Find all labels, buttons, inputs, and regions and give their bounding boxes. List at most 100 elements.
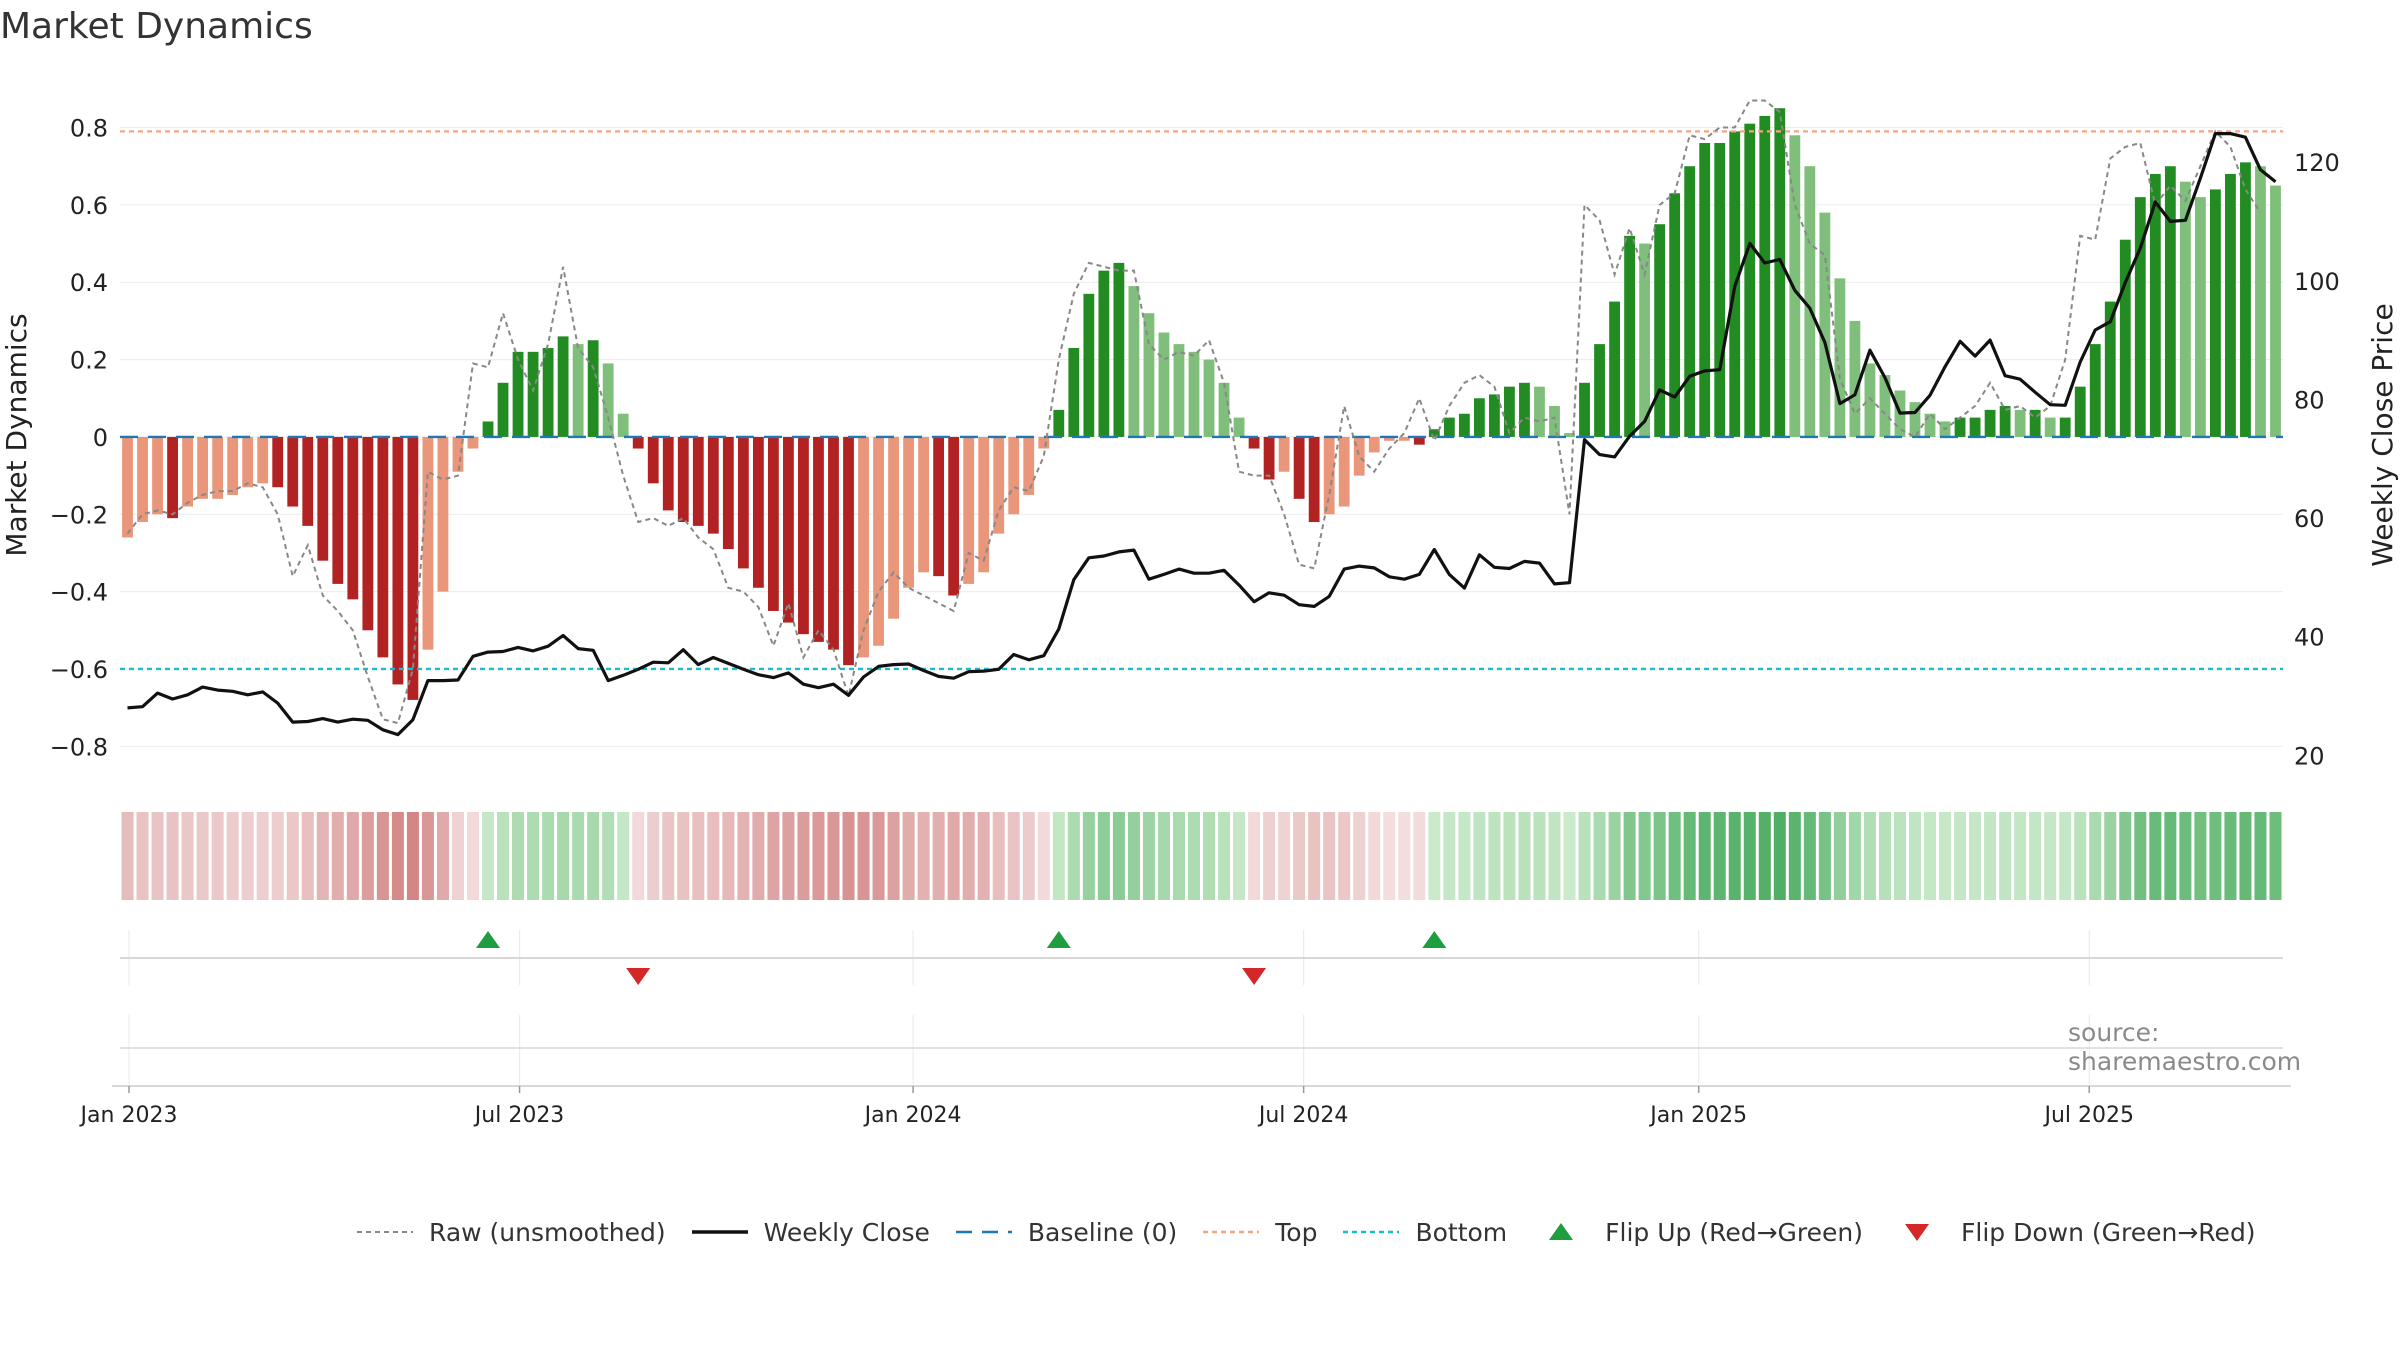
dynamics-bar [407,436,419,700]
heat-cell [1278,812,1291,900]
dynamics-bar [467,436,479,449]
legend-label: Top [1275,1217,1318,1247]
heat-cell [1308,812,1321,900]
dynamics-bar [1278,436,1290,472]
heat-cell [211,812,224,900]
dynamics-bar [1158,332,1170,437]
heat-cell [1248,812,1261,900]
heat-cell [1488,812,1501,900]
dynamics-bar [2255,166,2266,437]
heat-cell [1668,812,1681,900]
dynamics-bar [843,436,854,666]
heat-cell [166,812,179,900]
legend-label: Raw (unsmoothed) [429,1217,666,1247]
dynamics-bar [948,436,960,596]
heat-cell [1638,812,1651,900]
heat-cell [917,812,930,900]
close-legend-swatch [691,1230,748,1234]
dynamics-bar [1579,382,1590,437]
y2-tick-label: 20 [2294,742,2325,770]
y2-tick-label: 120 [2294,149,2340,177]
dynamics-bar [1293,436,1305,499]
heat-cell [2209,812,2222,900]
heat-cell [1067,812,1080,900]
x-tick-label: Jul 2024 [1257,1103,1349,1128]
baseline-legend-swatch [955,1230,1012,1234]
heat-cell [752,812,765,900]
heat-cell [1443,812,1456,900]
dynamics-bar [1143,313,1155,437]
dynamics-bar [2044,417,2056,437]
heat-cell [2029,812,2042,900]
dynamics-bar [227,436,239,495]
heat-cell [1383,812,1396,900]
legend-label: Baseline (0) [1027,1217,1178,1247]
heat-cell [1939,812,1952,900]
heat-cell [1187,812,1200,900]
dynamics-bar [1984,409,1996,437]
dynamics-bar [1338,436,1350,507]
heat-cell [1142,812,1155,900]
heat-cell [1007,812,1020,900]
heat-cell [947,812,960,900]
heat-cell [1097,812,1110,900]
dynamics-bar [647,436,659,484]
dynamics-bar [768,436,779,611]
dynamics-bar [572,344,584,437]
dynamics-bar [1308,436,1320,523]
heat-cell [1473,812,1486,900]
dynamics-bar [1609,301,1620,437]
heat-cell [1788,812,1801,900]
heat-cell [1773,812,1786,900]
heat-cell [2254,812,2267,900]
heat-cell [181,812,194,900]
y2-tick-label: 80 [2294,386,2325,414]
heat-cell [2089,812,2102,900]
heat-cell [647,812,660,900]
top-legend-swatch [1203,1230,1260,1234]
y-tick-label: 0.2 [70,347,108,375]
legend-item-top: Top [1201,1218,1317,1247]
y-tick-label: −0.4 [50,579,108,607]
heat-cell [2134,812,2147,900]
heat-cell [1818,812,1831,900]
dynamics-bar [332,436,344,584]
heat-cell [1908,812,1921,900]
dynamics-bar [1263,436,1275,480]
dynamics-bar [1098,270,1110,437]
dynamics-bar [2014,409,2026,437]
dynamics-bar [1849,320,1861,437]
dynamics-bar [888,436,899,619]
dynamics-bar [1218,382,1230,437]
legend-label: Bottom [1415,1217,1508,1247]
dynamics-bar [1113,262,1125,437]
heat-cell [1172,812,1185,900]
x-tick-label: Jan 2023 [79,1103,178,1128]
heat-cell [1082,812,1095,900]
heat-cell [2149,812,2162,900]
heat-cell [2059,812,2072,900]
x-tick-label: Jan 2024 [863,1103,962,1128]
heat-cell [436,812,449,900]
heat-cell [2269,812,2282,900]
dynamics-bar [2179,181,2191,437]
dynamics-bar [1594,344,1605,437]
dynamics-bar [692,436,704,526]
dynamics-bar [1834,278,1846,437]
dynamics-bar [1173,344,1185,437]
dynamics-bar [1083,293,1095,437]
dynamics-bar [2270,185,2281,437]
dynamics-bar [122,436,133,538]
dynamics-bar [2059,417,2071,437]
heat-cell [1563,812,1576,900]
heat-cell [1893,812,1906,900]
y-axis-label: Market Dynamics [0,313,33,556]
dynamics-bar [632,436,644,449]
heat-cell [1698,812,1711,900]
dynamics-bar [347,436,359,600]
dynamics-bar [1564,433,1575,437]
x-tick-label: Jul 2023 [473,1103,565,1128]
dynamics-bar [1714,143,1726,437]
heat-cell [1368,812,1381,900]
